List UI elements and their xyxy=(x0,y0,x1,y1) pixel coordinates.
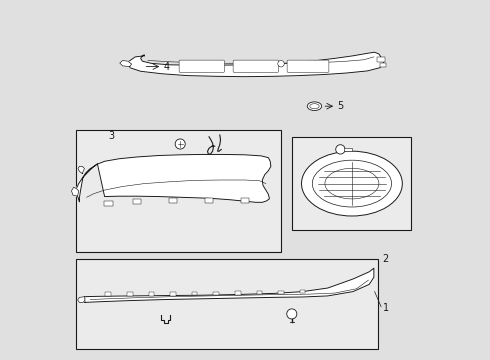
Text: 3: 3 xyxy=(109,131,115,141)
Bar xyxy=(278,291,284,294)
Circle shape xyxy=(278,60,284,67)
Bar xyxy=(292,137,411,230)
Bar xyxy=(241,198,249,203)
Circle shape xyxy=(287,309,297,319)
Bar xyxy=(76,259,378,349)
Polygon shape xyxy=(85,268,374,302)
Bar xyxy=(257,291,262,294)
FancyBboxPatch shape xyxy=(233,60,278,72)
Bar xyxy=(205,198,213,203)
Polygon shape xyxy=(72,187,79,196)
FancyBboxPatch shape xyxy=(179,60,224,72)
Bar xyxy=(148,292,154,296)
Text: 1: 1 xyxy=(383,303,389,313)
Bar xyxy=(104,201,113,206)
Bar xyxy=(133,199,141,204)
Polygon shape xyxy=(120,60,132,67)
Bar xyxy=(170,292,176,296)
FancyBboxPatch shape xyxy=(287,60,329,72)
Bar xyxy=(76,130,281,252)
Bar xyxy=(344,148,352,151)
Ellipse shape xyxy=(310,104,319,109)
Bar xyxy=(300,290,305,293)
Bar xyxy=(192,292,197,295)
Ellipse shape xyxy=(307,102,321,111)
Text: 4: 4 xyxy=(164,62,170,72)
Circle shape xyxy=(175,139,185,149)
Bar xyxy=(235,291,241,295)
Bar xyxy=(127,292,133,296)
Ellipse shape xyxy=(325,168,379,199)
Bar xyxy=(377,57,385,62)
Circle shape xyxy=(336,145,345,154)
Bar xyxy=(105,292,111,296)
Bar xyxy=(380,63,386,67)
Bar xyxy=(169,198,177,203)
Text: 5: 5 xyxy=(337,101,343,111)
Bar xyxy=(213,292,219,295)
Text: 2: 2 xyxy=(383,254,389,264)
Polygon shape xyxy=(128,52,384,77)
Polygon shape xyxy=(78,166,84,174)
Ellipse shape xyxy=(312,160,392,207)
Polygon shape xyxy=(77,297,85,302)
Ellipse shape xyxy=(301,151,402,216)
Polygon shape xyxy=(76,154,271,202)
